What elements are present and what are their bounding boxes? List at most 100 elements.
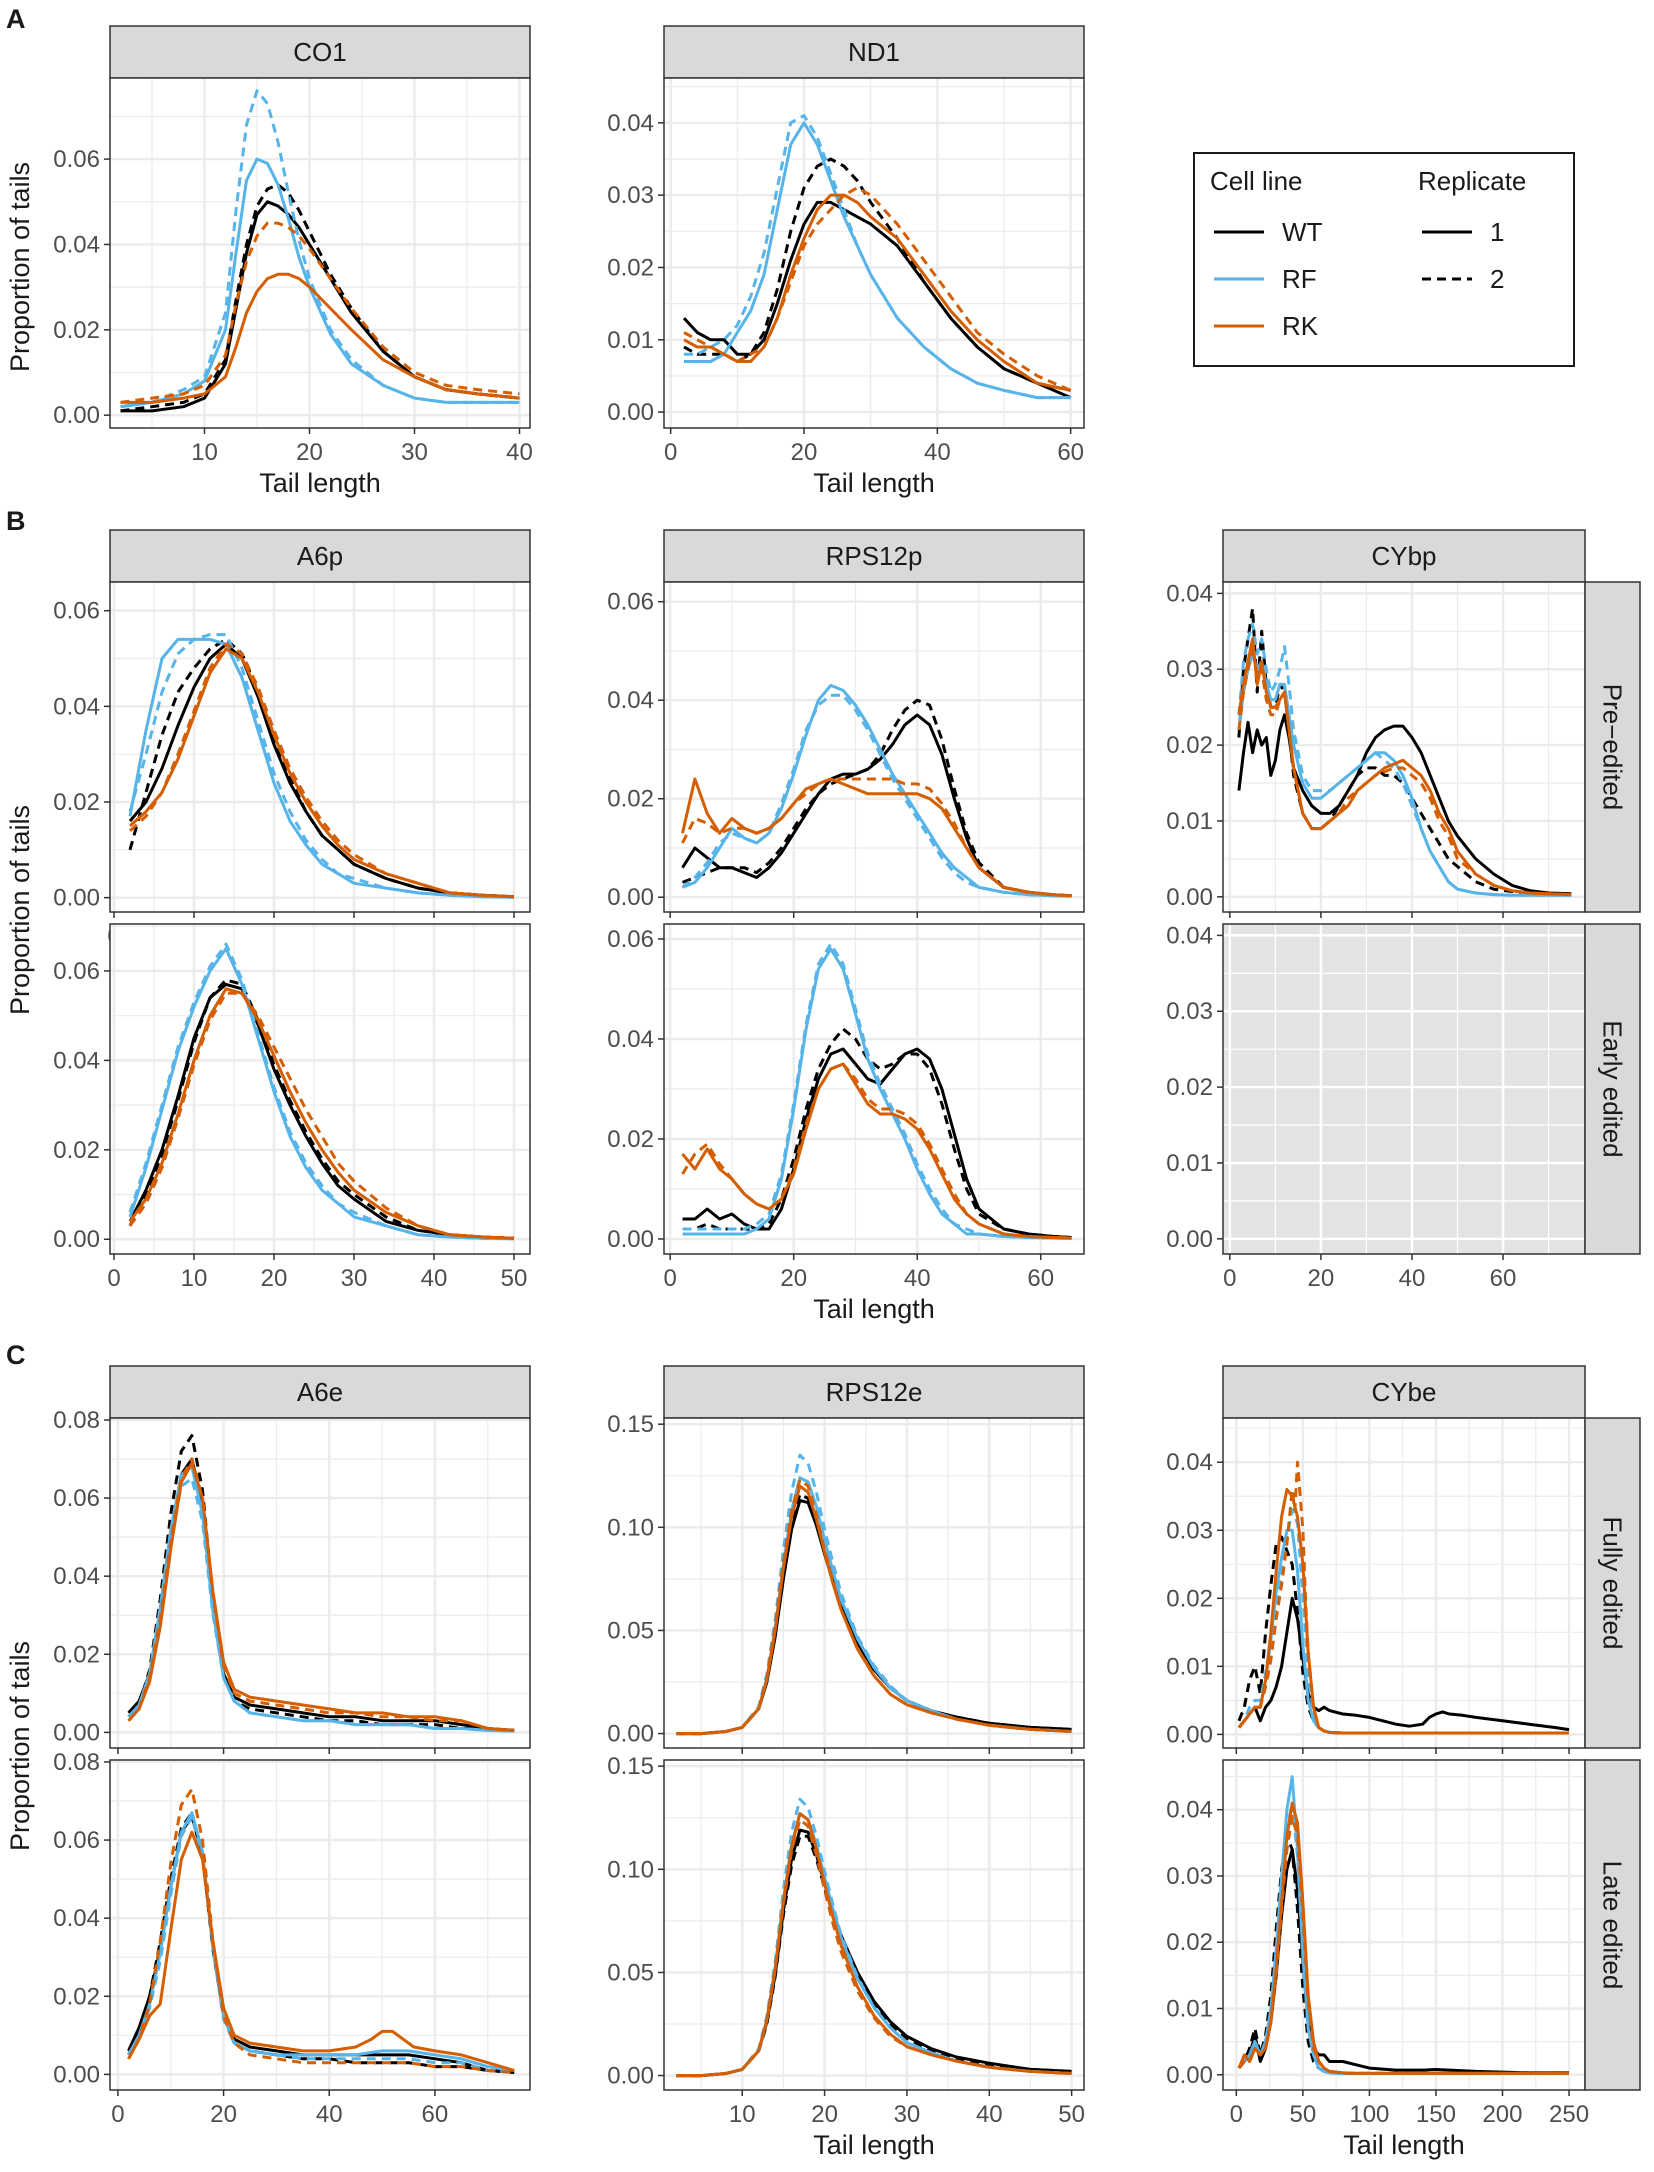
y-tick-label: 0.04 [53,1905,100,1932]
series-line-rf-rep1 [128,637,515,899]
gridlines [664,924,1084,1254]
series-line-rk-rep1 [120,272,520,404]
series-line-wt-rep2 [128,637,515,899]
panel-background [110,582,530,912]
row-strip [1584,923,1641,1255]
gridlines [1223,1418,1585,1748]
y-tick-label: 0.10 [607,1856,654,1883]
series-line-rk-rep2 [1237,1814,1569,2075]
gridlines [1223,1760,1585,2090]
y-tick-label: 0.02 [53,789,100,816]
series-line-rf-rep2 [684,114,1071,400]
y-tick-label: 0.02 [1166,1585,1213,1612]
y-tick-label: 0.01 [1166,1653,1213,1680]
y-tick-label: 0.00 [1166,884,1213,911]
series-line-wt-rep1 [1237,1596,1570,1732]
x-tick-label: 0 [107,1265,120,1292]
facet-strip-label: RPS12p [826,541,923,571]
x-tick-label: 40 [976,2101,1003,2128]
x-tick-label: 40 [924,439,951,466]
y-tick-label: 0.03 [1166,998,1213,1025]
series-line-rk-rep2 [128,642,515,899]
series-lines [127,1434,515,1733]
gridlines [664,1418,1084,1748]
x-axis-title: Tail length [813,468,935,498]
series-line-rk-rep2 [681,777,1072,898]
series-lines [1237,607,1572,897]
series-line-wt-rep1 [681,713,1072,898]
panel-background [110,924,530,1254]
facet-strip-label: A6p [297,541,343,571]
y-tick-label: 0.04 [53,1047,100,1074]
facet-strip-label: CYbp [1371,541,1436,571]
series-lines [676,1797,1072,2078]
series-line-rk-rep2 [1237,645,1572,897]
y-tick-label: 0.00 [607,1226,654,1253]
legend-linetype-items: 12 [1422,217,1504,294]
series-line-rf-rep2 [127,1815,515,2074]
facet-strip-label: ND1 [848,37,900,67]
panel-background [664,582,1084,912]
x-tick-label: 0 [1223,1265,1236,1292]
panel-border [663,1417,1085,1749]
series-line-rf-rep2 [120,89,520,409]
series-lines [127,1787,515,2074]
y-tick-label: 0.03 [1166,1863,1213,1890]
series-line-rk-rep2 [128,991,515,1240]
y-tick-label: 0.02 [1166,732,1213,759]
facet-strip [1222,529,1586,583]
section-label-a: A [6,4,26,34]
series-lines [120,89,520,413]
y-tick-label: 0.01 [1166,808,1213,835]
x-tick-label: 100 [1349,2101,1389,2128]
y-tick-label: 0.06 [53,958,100,985]
y-tick-label: 0.03 [607,182,654,209]
series-line-rk-rep2 [127,1787,515,2074]
panel-border [663,1759,1085,2091]
series-line-rk-rep2 [676,1818,1072,2078]
gridlines [110,1418,530,1748]
series-line-rk-rep2 [681,1062,1072,1240]
series-line-rf-rep2 [1237,1801,1569,2075]
y-tick-label: 0.03 [1166,1517,1213,1544]
panel-border [663,581,1085,913]
x-tick-label: 60 [422,2101,449,2128]
y-tick-label: 0.06 [53,598,100,625]
panel-background [110,1418,530,1748]
x-axis-title: Tail length [813,1294,935,1324]
series-lines [682,114,1072,400]
legend-label-replicate-2: 2 [1490,264,1504,294]
gridlines [1223,924,1585,1254]
panel-border [663,77,1085,429]
row-strip-label: Fully edited [1598,1517,1628,1650]
x-tick-label: 0 [1230,2101,1243,2128]
y-tick-label: 0.15 [607,1411,654,1438]
x-tick-label: 0 [664,439,677,466]
x-tick-label: 20 [791,439,818,466]
x-tick-label: 20 [296,439,323,466]
facet-strip-label: A6e [297,1377,343,1407]
panel-background [1223,924,1585,1254]
row-strip [1584,581,1641,913]
legend-box [1193,152,1575,367]
x-tick-label: 0 [111,2101,124,2128]
series-line-rf-rep2 [128,633,515,899]
y-tick-label: 0.02 [607,1126,654,1153]
panel-background [1223,582,1585,912]
panel-border [663,923,1085,1255]
y-tick-label: 0.02 [1166,1929,1213,1956]
gridlines [110,78,530,428]
legend-label-replicate-1: 1 [1490,217,1504,247]
section-label-b: B [6,506,26,536]
row-strip-label: Pre−edited [1598,684,1628,810]
series-line-rk-rep1 [676,1484,1072,1736]
legend-label-rf: RF [1282,264,1317,294]
series-line-rf-rep2 [128,942,515,1241]
facet-strip-label: CYbe [1371,1377,1436,1407]
x-tick-label: 10 [729,2101,756,2128]
x-tick-label: 10 [181,1265,208,1292]
y-tick-label: 0.05 [607,1959,654,1986]
series-line-rk-rep2 [676,1478,1072,1736]
